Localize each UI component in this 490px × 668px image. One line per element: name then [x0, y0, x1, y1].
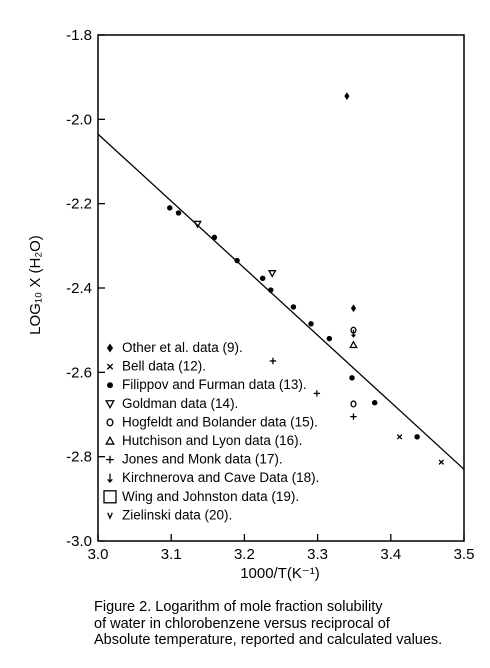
legend-item: Filippov and Furman data (13).: [107, 377, 307, 392]
data-point-dot: [326, 335, 333, 342]
data-point-dot: [211, 234, 218, 241]
legend-label: Filippov and Furman data (13).: [122, 377, 307, 392]
x-tick-label: 3.1: [161, 546, 182, 563]
data-point-triangle-down: [193, 220, 202, 229]
y-axis-label: LOG₁₀ X (H₂O): [27, 235, 44, 335]
legend-label: Wing and Johnston data (19).: [122, 489, 299, 504]
caption-line-2: of water in chlorobenzene versus recipro…: [94, 615, 390, 632]
data-point-dot: [268, 287, 274, 293]
x-axis-label: 1000/T(K⁻¹): [240, 565, 320, 582]
y-tick-label: -2.0: [66, 111, 92, 128]
fit-line: [97, 133, 465, 470]
legend-marker-circle: [106, 418, 114, 427]
data-points: [167, 92, 445, 465]
legend-item: Goldman data (14).: [105, 396, 238, 411]
figure-caption: Figure 2. Logarithm of mole fraction sol…: [94, 599, 484, 649]
legend-label: Goldman data (14).: [122, 396, 238, 411]
chart-svg: 3.0 3.1 3.2 3.3 3.4 3.5 -1.8 -2.0 -2.2 -2.4 -2.6 -2…: [27, 27, 474, 582]
fit-line-group: [97, 133, 465, 470]
x-tick-label: 3.4: [380, 546, 401, 563]
legend-marker-square: [103, 490, 117, 504]
legend: Other et al. data (9). Bell data (12). Fil…: [103, 340, 319, 522]
data-point-dot: [167, 205, 173, 211]
data-point-dot: [371, 399, 378, 406]
legend-marker-x: [106, 363, 114, 370]
data-point-plus: [313, 390, 321, 397]
data-point-dot: [308, 321, 314, 327]
legend-marker-triangle-down: [105, 400, 115, 409]
data-point-x: [396, 434, 403, 440]
data-point-dot: [175, 210, 182, 216]
y-tick-label: -2.2: [66, 196, 92, 213]
data-point-circle: [350, 400, 357, 408]
legend-label: Kirchnerova and Cave Data (18).: [122, 470, 319, 485]
y-tick-label: -2.6: [66, 364, 92, 381]
legend-marker-dot: [107, 382, 113, 389]
y-tick-label: -3.0: [66, 533, 92, 550]
legend-label: Jones and Monk data (17).: [122, 452, 283, 467]
data-point-dot: [259, 275, 266, 282]
tick-marks: [97, 34, 465, 542]
x-tick-label: 3.0: [88, 546, 109, 563]
tick-labels: 3.0 3.1 3.2 3.3 3.4 3.5 -1.8 -2.0 -2.2 -2.4 -2.6 -2…: [66, 27, 474, 563]
data-point-down-arrow: [351, 329, 356, 338]
legend-item: Zielinski data (20).: [107, 507, 232, 522]
data-point-triangle-up: [349, 340, 358, 349]
y-tick-label: -2.8: [66, 449, 92, 466]
data-point-dot: [414, 434, 420, 440]
legend-marker-v: [107, 512, 113, 520]
legend-item: Hogfeldt and Bolander data (15).: [106, 414, 318, 429]
legend-item: Wing and Johnston data (19).: [103, 489, 299, 504]
data-point-dot: [349, 375, 355, 381]
legend-label: Bell data (12).: [122, 359, 206, 374]
legend-item: Kirchnerova and Cave Data (18).: [107, 470, 319, 485]
data-point-plus: [350, 413, 357, 420]
legend-marker-plus: [106, 455, 114, 464]
data-point-dot: [234, 257, 240, 264]
legend-label: Hutchison and Lyon data (16).: [122, 433, 302, 448]
legend-marker-diamond: [106, 343, 114, 353]
legend-label: Other et al. data (9).: [122, 340, 243, 355]
data-point-diamond: [350, 304, 357, 313]
caption-line-3: Absolute temperature, reported and calcu…: [94, 632, 443, 648]
legend-item: Bell data (12).: [106, 359, 206, 374]
legend-item: Hutchison and Lyon data (16).: [105, 433, 302, 448]
legend-marker-triangle-up: [105, 435, 115, 445]
caption-line-1: Figure 2. Logarithm of mole fraction sol…: [94, 599, 383, 615]
legend-label: Zielinski data (20).: [122, 507, 232, 522]
data-point-x: [438, 459, 445, 465]
x-tick-label: 3.2: [234, 546, 255, 563]
data-point-dot: [290, 304, 297, 310]
legend-label: Hogfeldt and Bolander data (15).: [122, 414, 318, 429]
data-point-diamond: [344, 92, 350, 100]
y-tick-label: -1.8: [66, 27, 92, 44]
legend-marker-down-arrow: [107, 473, 113, 483]
x-tick-label: 3.3: [307, 546, 328, 563]
y-tick-label: -2.4: [66, 280, 92, 297]
legend-item: Other et al. data (9).: [106, 340, 243, 355]
data-point-plus: [269, 357, 277, 365]
x-tick-label: 3.5: [454, 546, 475, 563]
data-point-triangle-down: [267, 270, 277, 278]
legend-item: Jones and Monk data (17).: [106, 452, 283, 467]
